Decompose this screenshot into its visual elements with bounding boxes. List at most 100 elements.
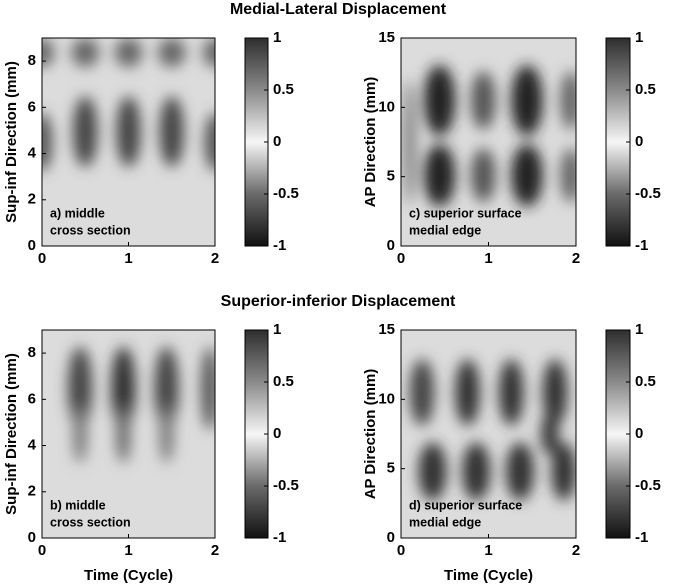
field-blob [560,148,576,203]
x-tick-label: 2 [572,542,580,559]
y-tick-label: 10 [378,390,395,407]
colorbar-tick-label: 1 [273,321,281,338]
colorbar-tick-label: 0 [635,425,643,442]
panel-annotation: medial edge [409,515,481,529]
y-tick-label: 15 [378,321,395,338]
colorbar-tick-label: -0.5 [635,477,661,494]
x-axis-label: Time (Cycle) [444,567,533,584]
y-tick-label: 0 [387,529,395,546]
field-blob [201,346,215,430]
x-tick-label: 2 [572,250,580,267]
field-blob [42,112,53,172]
y-tick-label: 2 [28,191,36,208]
y-tick-label: 4 [28,437,37,454]
field-shapes [402,65,576,207]
y-tick-label: 5 [387,460,395,477]
field-blob [73,96,98,167]
field-blob [506,442,534,501]
x-tick-label: 0 [38,542,46,559]
field-blob [511,65,543,136]
panel-title: Medial-Lateral Displacement [230,1,447,18]
field-blob [159,96,184,167]
colorbar-tick-label: 1 [273,29,281,46]
panel-annotation: a) middle [50,206,105,220]
colorbar-tick-label: -1 [273,529,286,546]
colorbar-tick-label: -0.5 [273,477,299,494]
field-blob [423,65,456,136]
colorbar-tick-label: 0.5 [635,81,656,98]
field-shapes [67,346,215,464]
field-blob [111,346,136,430]
y-axis-label: AP Direction (mm) [362,77,379,208]
field-blob [560,71,576,130]
colorbar-tick-label: 0 [635,133,643,150]
colorbar-tick-label: 0 [273,133,281,150]
colorbar-tick-label: 0.5 [635,373,656,390]
y-tick-label: 6 [28,98,36,115]
field-blob [116,96,141,167]
field-blob [402,79,417,205]
field-blob [462,442,491,501]
x-tick-label: 0 [397,250,405,267]
heatmap-field [401,38,576,246]
field-blob [455,359,480,426]
x-tick-label: 2 [211,250,219,267]
y-axis-label: Sup-inf Direction (mm) [3,61,20,223]
field-blob [67,346,93,430]
y-tick-label: 5 [387,168,395,185]
panel-annotation: c) superior surface [409,206,522,220]
field-blob [73,404,87,464]
y-tick-label: 4 [28,145,37,162]
y-tick-label: 15 [378,29,395,46]
y-tick-label: 0 [387,237,395,254]
colorbar-tick-label: -0.5 [273,185,299,202]
y-tick-label: 0 [28,237,36,254]
field-blob [202,38,215,68]
panel-annotation: d) superior surface [409,498,522,512]
panel-title: Superior-inferior Displacement [221,293,456,310]
field-blob [471,148,496,203]
field-blob [551,442,576,501]
y-axis-label: Sup-inf Direction (mm) [3,353,20,515]
y-tick-label: 0 [28,529,36,546]
colorbar-tick-label: 1 [635,29,643,46]
y-tick-label: 6 [28,390,36,407]
panel-annotation: b) middle [50,498,106,512]
x-tick-label: 0 [38,250,46,267]
colorbar-tick-label: 0.5 [273,373,294,390]
field-blob [423,144,456,207]
field-blob [42,38,55,68]
field-blob [157,38,186,68]
field-blob [154,346,179,430]
field-blob [471,71,496,130]
field-blob [409,359,435,426]
x-tick-label: 2 [211,542,219,559]
x-tick-label: 0 [397,542,405,559]
colorbar-tick-label: 0.5 [273,81,294,98]
x-axis-label: Time (Cycle) [84,567,173,584]
field-blob [71,38,100,68]
field-blob [511,144,543,207]
colorbar-tick-label: 1 [635,321,643,338]
field-shapes [409,359,576,501]
field-shapes [42,38,215,172]
y-tick-label: 8 [28,52,36,69]
field-blob [114,38,143,68]
panel-annotation: cross section [50,223,131,237]
x-tick-label: 1 [484,250,492,267]
heatmap-field [42,38,215,246]
colorbar-tick-label: 0 [273,425,281,442]
y-tick-label: 2 [28,483,36,500]
heatmap-field [42,330,215,538]
field-blob [204,112,215,172]
colorbar-tick-label: -1 [273,237,286,254]
colorbar-tick-label: -1 [635,237,648,254]
panel-annotation: cross section [50,515,131,529]
field-blob [159,404,174,464]
field-blob [542,359,568,426]
field-blob [541,413,559,455]
heatmap-field [401,330,576,538]
colorbar-tick-label: -0.5 [635,185,661,202]
x-tick-label: 1 [124,542,132,559]
